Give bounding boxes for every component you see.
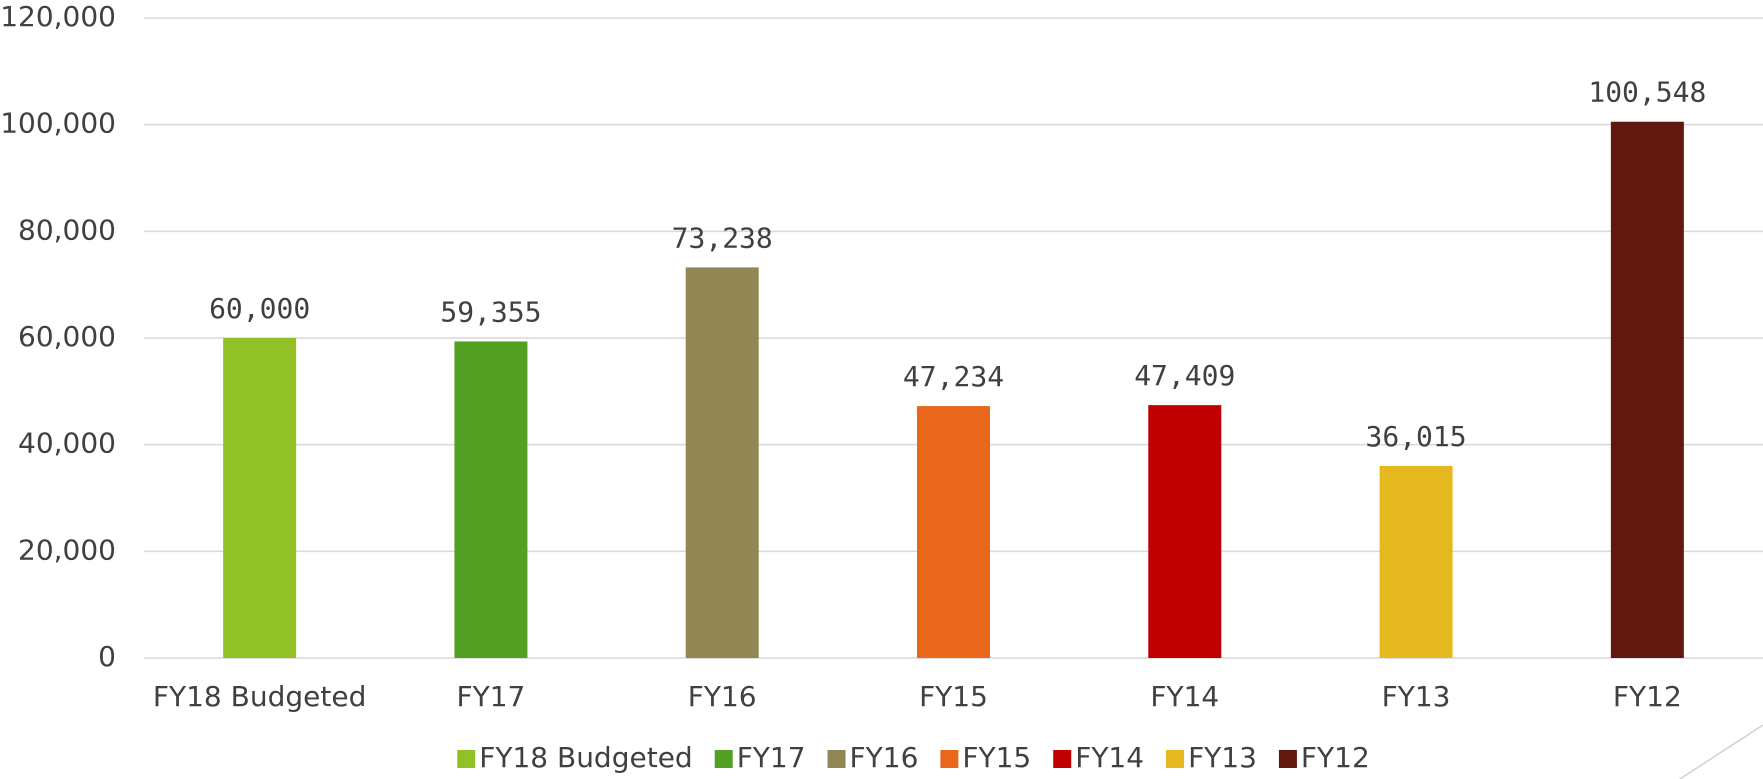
decoration — [1679, 724, 1763, 779]
x-tick-label: FY14 — [1150, 680, 1219, 713]
data-label: 60,000 — [209, 292, 310, 325]
bar — [685, 267, 759, 658]
legend-swatch — [1166, 750, 1185, 768]
legend-swatch — [940, 750, 959, 768]
legend-label: FY18 Budgeted — [479, 741, 692, 774]
y-tick-label: 40,000 — [18, 427, 116, 460]
x-tick-label: FY17 — [457, 680, 526, 713]
data-label: 47,234 — [903, 360, 1004, 393]
legend-swatch — [457, 750, 476, 768]
bar — [917, 406, 990, 658]
x-tick-label: FY15 — [919, 680, 988, 713]
legend-swatch — [714, 750, 733, 768]
data-label: 59,355 — [440, 295, 541, 328]
bar — [454, 341, 528, 658]
legend-label: FY17 — [737, 741, 806, 774]
data-label: 36,015 — [1365, 420, 1466, 453]
y-tick-label: 80,000 — [18, 213, 116, 246]
legend-swatch — [1278, 750, 1297, 768]
y-tick-label: 60,000 — [18, 320, 116, 353]
bar — [1610, 121, 1684, 658]
x-tick-label: FY12 — [1613, 680, 1682, 713]
legend: FY18 Budgeted FY17 FY16 FY15 FY14 FY13 FY12 — [457, 741, 1370, 774]
bar — [1379, 465, 1453, 658]
legend-label: FY14 — [1075, 741, 1144, 774]
legend-label: FY12 — [1301, 741, 1370, 774]
legend-label: FY13 — [1188, 741, 1257, 774]
x-tick-label: FY18 Budgeted — [153, 680, 366, 713]
bar — [1148, 405, 1222, 658]
y-tick-label: 100,000 — [0, 107, 116, 140]
data-label: 100,548 — [1588, 76, 1706, 109]
legend-label: FY15 — [962, 741, 1031, 774]
data-label: 47,409 — [1134, 359, 1235, 392]
data-label: 73,238 — [672, 221, 773, 254]
legend-swatch — [1053, 750, 1072, 768]
legend-label: FY16 — [850, 741, 919, 774]
y-tick-label: 120,000 — [0, 0, 116, 33]
x-tick-label: FY16 — [688, 680, 757, 713]
y-tick-label: 20,000 — [18, 533, 116, 566]
bar — [223, 338, 297, 658]
legend-swatch — [827, 750, 846, 768]
y-tick-label: 0 — [98, 640, 116, 673]
x-tick-label: FY13 — [1382, 680, 1451, 713]
